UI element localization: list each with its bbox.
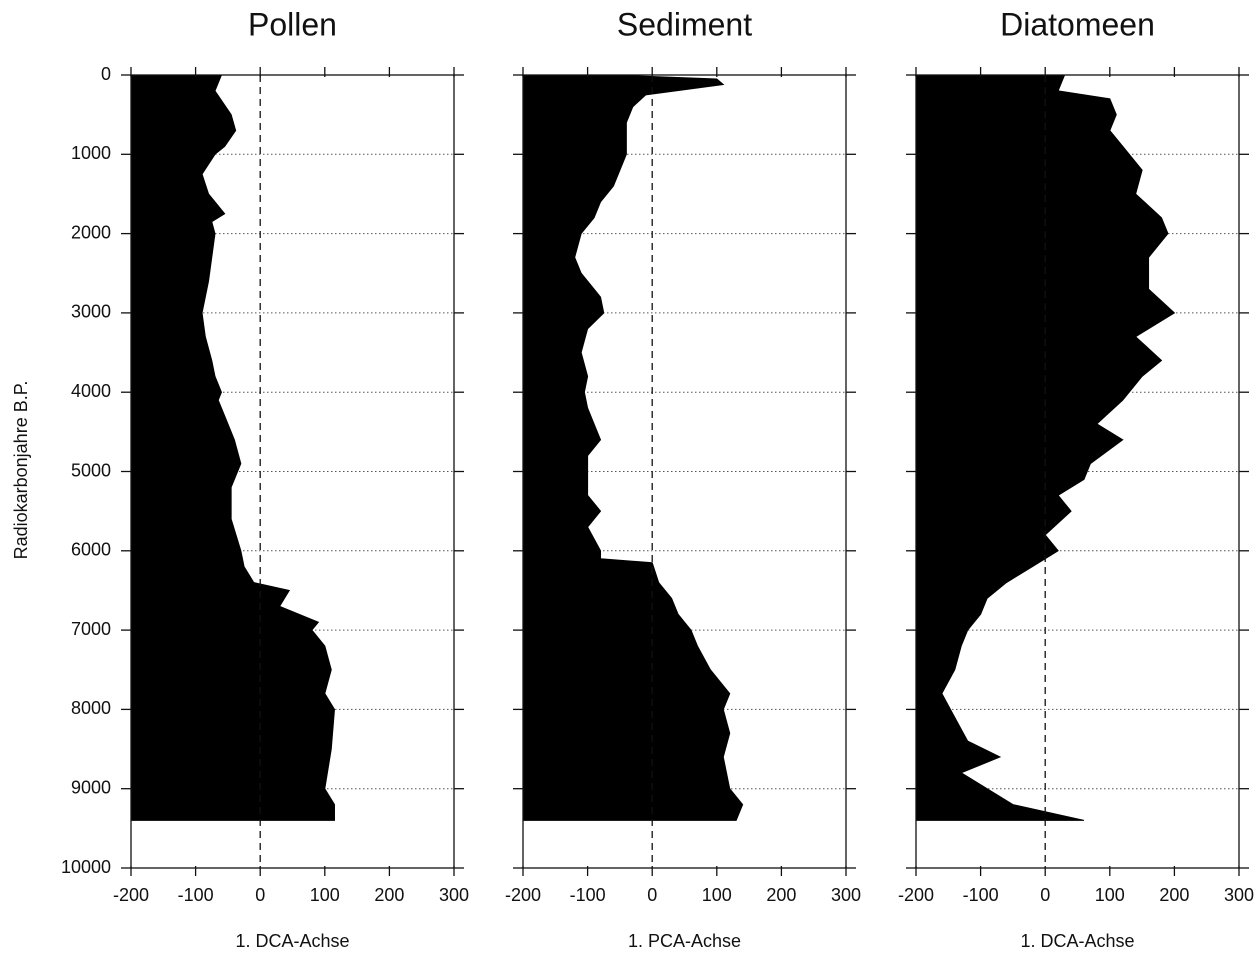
x-tick-label: 100 <box>1095 885 1125 905</box>
y-tick-label: 1000 <box>71 143 111 163</box>
y-tick-label: 9000 <box>71 777 111 797</box>
x-tick-label: -200 <box>113 885 149 905</box>
y-tick-label: 10000 <box>61 857 111 877</box>
x-tick-label: 100 <box>702 885 732 905</box>
y-tick-label: 7000 <box>71 619 111 639</box>
x-tick-label: -200 <box>898 885 934 905</box>
x-tick-label: 200 <box>766 885 796 905</box>
x-tick-label: 200 <box>374 885 404 905</box>
y-tick-label: 5000 <box>71 460 111 480</box>
frame <box>130 74 455 869</box>
x-tick-label: 0 <box>1040 885 1050 905</box>
x-tick-label: 300 <box>439 885 469 905</box>
x-tick-label: -100 <box>570 885 606 905</box>
x-tick-label: 200 <box>1159 885 1189 905</box>
x-tick-label: -100 <box>178 885 214 905</box>
x-tick-label: 100 <box>310 885 340 905</box>
y-tick-label: 8000 <box>71 698 111 718</box>
panel-title: Diatomeen <box>1000 6 1155 42</box>
area <box>130 74 336 821</box>
frame <box>915 74 1240 869</box>
x-tick-label: 0 <box>647 885 657 905</box>
y-tick-label: 0 <box>101 64 111 84</box>
x-axis-label: 1. DCA-Achse <box>1020 931 1134 951</box>
x-tick-label: -200 <box>505 885 541 905</box>
y-tick-label: 6000 <box>71 540 111 560</box>
x-axis-label: 1. DCA-Achse <box>235 931 349 951</box>
panel-title: Pollen <box>248 6 337 42</box>
x-tick-label: 300 <box>831 885 861 905</box>
y-tick-label: 2000 <box>71 222 111 242</box>
x-axis-label: 1. PCA-Achse <box>628 931 741 951</box>
y-axis-label: Radiokarbonjahre B.P. <box>11 381 31 560</box>
x-tick-label: -100 <box>963 885 999 905</box>
area <box>522 74 744 821</box>
panel-title: Sediment <box>617 6 752 42</box>
x-tick-label: 300 <box>1224 885 1254 905</box>
y-tick-label: 3000 <box>71 302 111 322</box>
x-tick-label: 0 <box>255 885 265 905</box>
y-tick-label: 4000 <box>71 381 111 401</box>
frame <box>522 74 847 869</box>
